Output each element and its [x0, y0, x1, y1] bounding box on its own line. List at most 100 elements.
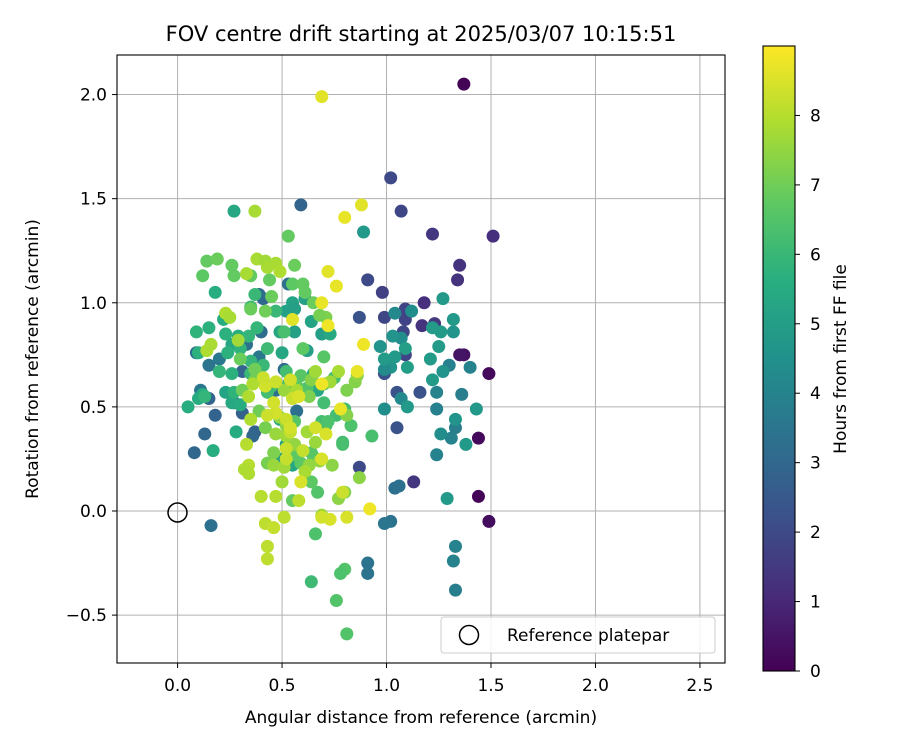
data-point: [415, 319, 429, 333]
data-point: [204, 337, 218, 351]
data-point: [267, 521, 281, 535]
data-point: [298, 285, 312, 299]
data-point: [329, 594, 343, 608]
data-point: [463, 360, 477, 374]
data-point: [198, 389, 212, 403]
x-tick-label: 0.5: [269, 676, 296, 696]
data-point: [248, 204, 262, 218]
data-point: [317, 350, 331, 364]
data-point: [302, 389, 316, 403]
data-point: [296, 342, 310, 356]
data-point: [425, 321, 439, 335]
data-point: [375, 285, 389, 299]
data-point: [258, 421, 272, 435]
data-point: [329, 279, 343, 293]
data-point: [448, 412, 462, 426]
data-point: [444, 431, 458, 445]
colorbar-tick-label: 1: [810, 593, 821, 613]
data-point: [260, 408, 274, 422]
data-point: [384, 171, 398, 185]
data-point: [357, 225, 371, 239]
data-point: [340, 627, 354, 641]
data-point: [227, 269, 241, 283]
data-point: [292, 494, 306, 508]
data-point: [260, 260, 274, 274]
data-point: [204, 519, 218, 533]
data-point: [210, 252, 224, 266]
data-point: [298, 464, 312, 478]
colorbar-tick-label: 0: [810, 662, 821, 682]
data-point: [446, 554, 460, 568]
data-point: [260, 342, 274, 356]
data-point: [471, 431, 485, 445]
colorbar-ticks: 0 1 2 3 4 5 6 7 8: [795, 106, 821, 682]
data-point: [363, 502, 377, 516]
data-point: [250, 321, 264, 335]
data-point: [357, 337, 371, 351]
colorbar-tick-label: 6: [810, 245, 821, 265]
data-point: [344, 419, 358, 433]
data-point: [198, 427, 212, 441]
data-point: [225, 258, 239, 272]
data-point: [277, 325, 291, 339]
colorbar-tick-label: 2: [810, 523, 821, 543]
data-point: [242, 389, 256, 403]
x-tick-label: 1.0: [373, 676, 400, 696]
data-point: [229, 425, 243, 439]
data-point: [423, 352, 437, 366]
data-point: [319, 427, 333, 441]
y-axis-label: Rotation from reference (arcmin): [23, 219, 43, 499]
data-point: [292, 389, 306, 403]
data-point: [482, 514, 496, 528]
data-point: [340, 383, 354, 397]
data-point: [308, 364, 322, 378]
data-point: [275, 475, 289, 489]
x-tick-label: 2.0: [582, 676, 609, 696]
data-point: [451, 273, 465, 287]
data-point: [405, 304, 419, 318]
data-point: [313, 308, 327, 322]
data-point: [263, 273, 277, 287]
data-point: [334, 566, 348, 580]
data-point: [308, 421, 322, 435]
data-point: [244, 412, 258, 426]
colorbar-tick-label: 4: [810, 384, 821, 404]
colorbar-gradient: [762, 45, 796, 672]
data-point: [288, 325, 302, 339]
data-point: [321, 319, 335, 333]
data-point: [260, 552, 274, 566]
data-point: [377, 402, 391, 416]
data-point: [244, 302, 258, 316]
data-point: [189, 325, 203, 339]
data-point: [377, 362, 391, 376]
data-point: [304, 575, 318, 589]
data-point: [469, 402, 483, 416]
data-point: [277, 383, 291, 397]
colorbar-label: Hours from first FF file: [831, 264, 851, 454]
reference-marker: [167, 502, 188, 523]
x-tick-label: 1.5: [477, 676, 504, 696]
data-point: [233, 352, 247, 366]
colorbar-tick-label: 3: [810, 454, 821, 474]
chart-title: FOV centre drift starting at 2025/03/07 …: [166, 22, 677, 46]
data-point: [181, 400, 195, 414]
data-point: [286, 277, 300, 291]
data-point: [388, 306, 402, 320]
data-points: [181, 77, 500, 641]
data-point: [283, 421, 297, 435]
data-point: [373, 340, 387, 354]
data-point: [325, 458, 339, 472]
data-point: [394, 204, 408, 218]
data-point: [340, 510, 354, 524]
data-point: [248, 287, 262, 301]
data-point: [269, 375, 283, 389]
data-point: [365, 429, 379, 443]
x-tick-label: 0.0: [164, 676, 191, 696]
data-point: [269, 489, 283, 503]
data-point: [290, 404, 304, 418]
data-point: [336, 485, 350, 499]
data-point: [206, 444, 220, 458]
data-point: [225, 367, 239, 381]
data-point: [315, 510, 329, 524]
data-point: [425, 227, 439, 241]
